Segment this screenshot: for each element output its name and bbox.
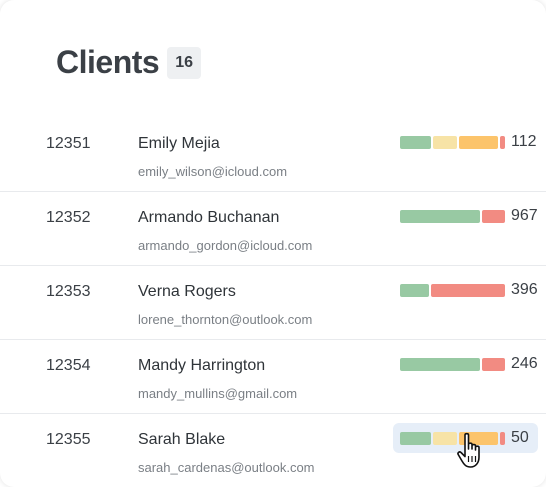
client-email[interactable]: emily_wilson@icloud.com	[138, 164, 288, 179]
client-stat[interactable]: 967	[393, 201, 538, 231]
card-header: Clients 16	[56, 44, 202, 81]
client-name[interactable]: Emily Mejia	[138, 135, 220, 152]
page-title: Clients	[56, 44, 160, 80]
bar-segment-red	[500, 432, 505, 445]
client-list: 12351 Emily Mejia emily_wilson@icloud.co…	[0, 118, 546, 487]
client-id: 12351	[46, 135, 91, 152]
stacked-bar	[400, 284, 505, 297]
stat-value: 396	[511, 281, 538, 298]
client-row[interactable]: 12355 Sarah Blake sarah_cardenas@outlook…	[0, 414, 546, 487]
bar-segment-yellow	[432, 136, 458, 149]
client-id: 12352	[46, 209, 91, 226]
client-email[interactable]: mandy_mullins@gmail.com	[138, 386, 298, 401]
bar-segment-red	[482, 358, 505, 371]
client-id: 12355	[46, 431, 91, 448]
bar-segment-green	[400, 284, 429, 297]
client-row[interactable]: 12354 Mandy Harrington mandy_mullins@gma…	[0, 340, 546, 414]
client-row[interactable]: 12351 Emily Mejia emily_wilson@icloud.co…	[0, 118, 546, 192]
stat-value: 967	[511, 207, 538, 224]
stacked-bar	[400, 210, 505, 223]
bar-segment-green	[400, 136, 431, 149]
client-name[interactable]: Verna Rogers	[138, 283, 236, 300]
stacked-bar	[400, 136, 505, 149]
client-row[interactable]: 12352 Armando Buchanan armando_gordon@ic…	[0, 192, 546, 266]
client-email[interactable]: sarah_cardenas@outlook.com	[138, 460, 315, 475]
client-stat[interactable]: 396	[393, 275, 538, 305]
bar-segment-green	[400, 432, 431, 445]
bar-segment-red	[482, 210, 505, 223]
bar-segment-yellow	[432, 432, 458, 445]
client-name[interactable]: Sarah Blake	[138, 431, 226, 448]
bar-segment-green	[400, 210, 480, 223]
stacked-bar	[400, 358, 505, 371]
stat-value: 246	[511, 355, 538, 372]
client-stat[interactable]: 50	[393, 423, 538, 453]
client-stat[interactable]: 246	[393, 349, 538, 379]
bar-segment-orange	[459, 136, 499, 149]
stat-value: 112	[511, 133, 537, 150]
client-email[interactable]: lorene_thornton@outlook.com	[138, 312, 313, 327]
client-stat[interactable]: 112	[393, 127, 538, 157]
stat-value: 50	[511, 429, 529, 446]
client-id: 12354	[46, 357, 91, 374]
bar-segment-green	[400, 358, 480, 371]
client-name[interactable]: Mandy Harrington	[138, 357, 266, 374]
bar-segment-red	[431, 284, 505, 297]
client-id: 12353	[46, 283, 91, 300]
hand-pointer-icon	[457, 432, 480, 468]
client-name[interactable]: Armando Buchanan	[138, 209, 280, 226]
stacked-bar	[400, 432, 505, 445]
client-email[interactable]: armando_gordon@icloud.com	[138, 238, 313, 253]
client-count-badge: 16	[167, 46, 202, 79]
client-row[interactable]: 12353 Verna Rogers lorene_thornton@outlo…	[0, 266, 546, 340]
bar-segment-red	[500, 136, 505, 149]
